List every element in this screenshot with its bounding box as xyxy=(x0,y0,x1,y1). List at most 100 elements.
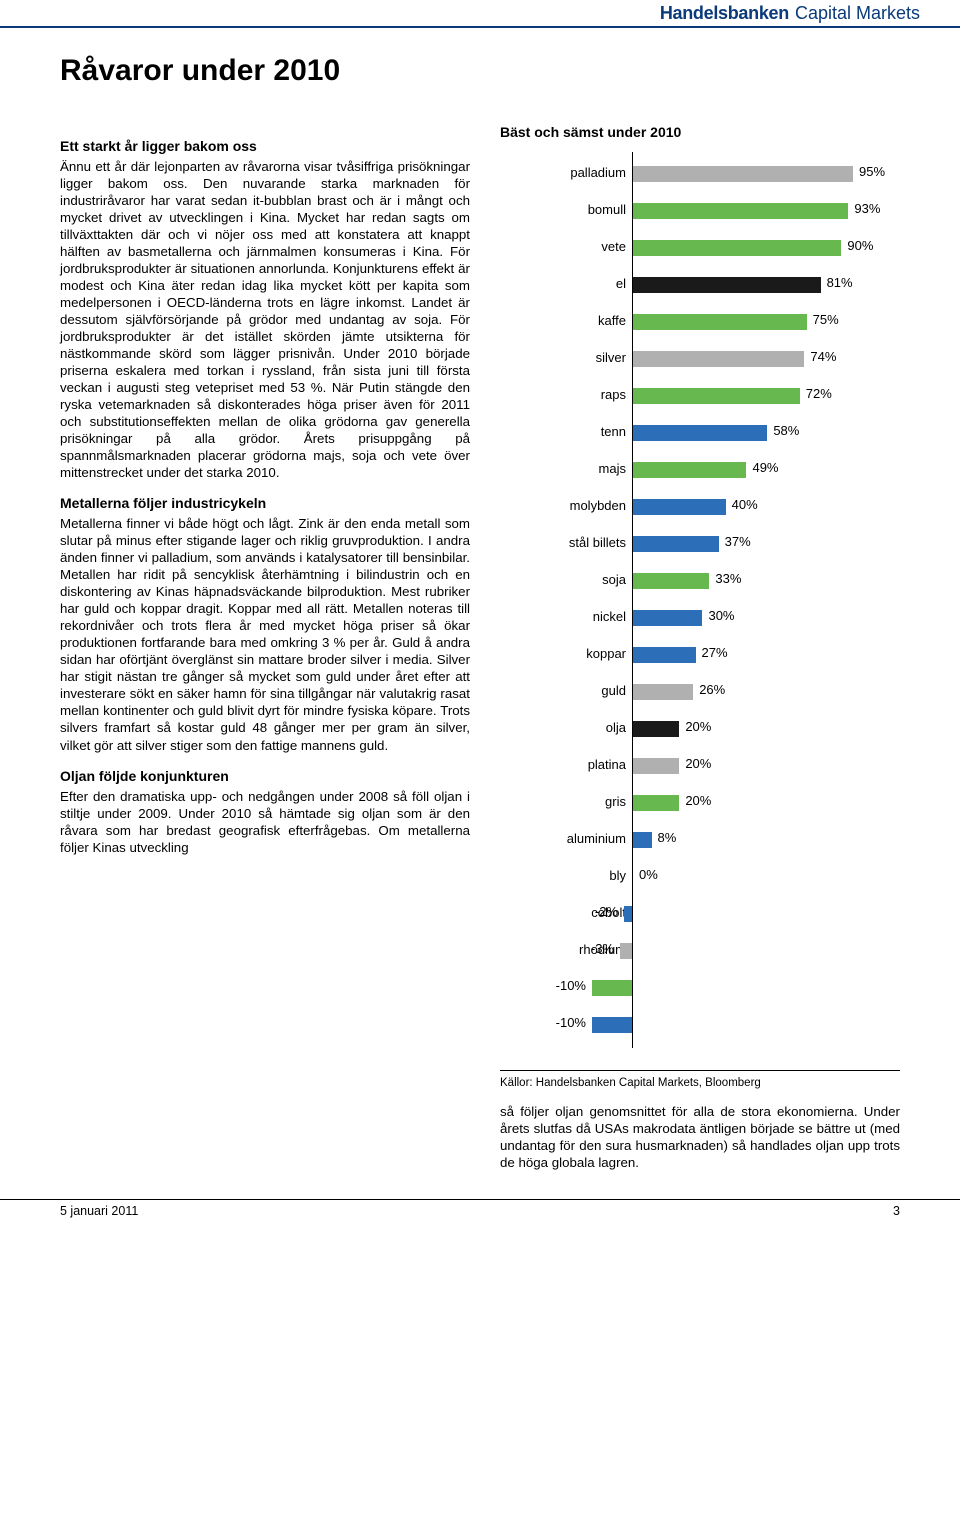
chart-row: silver74% xyxy=(500,341,900,378)
section-body-3: Efter den dramatiska upp- och nedgången … xyxy=(60,788,470,856)
chart-category-label: palladium xyxy=(500,165,626,180)
chart-source: Källor: Handelsbanken Capital Markets, B… xyxy=(500,1077,900,1089)
chart-row: cobolt-2% xyxy=(500,896,900,933)
chart-value-label: 26% xyxy=(699,682,725,697)
chart-row: bly0% xyxy=(500,859,900,896)
chart-row: el81% xyxy=(500,267,900,304)
chart-category-label: guld xyxy=(500,683,626,698)
chart-bar xyxy=(633,536,719,552)
chart-bar xyxy=(633,795,679,811)
chart-bar xyxy=(633,684,693,700)
chart-value-label: 20% xyxy=(685,719,711,734)
chart-row: rhodium-3% xyxy=(500,933,900,970)
chart-value-label: 72% xyxy=(806,386,832,401)
section-body-1: Ännu ett år där lejonparten av råvarorna… xyxy=(60,158,470,481)
chart-value-label: 75% xyxy=(813,312,839,327)
chart-bar xyxy=(633,462,746,478)
chart-row: nickel 30% xyxy=(500,600,900,637)
brand-sub: Capital Markets xyxy=(795,3,920,24)
chart-bar xyxy=(633,388,800,404)
chart-row: raps 72% xyxy=(500,378,900,415)
chart-value-label: -3% xyxy=(591,941,614,956)
section-body-2: Metallerna finner vi både högt och lågt.… xyxy=(60,515,470,753)
chart-bar xyxy=(633,277,821,293)
chart-row: guld 26% xyxy=(500,674,900,711)
chart-bar xyxy=(633,314,807,330)
chart-bar xyxy=(624,906,632,922)
chart-bar xyxy=(633,203,848,219)
chart-row: kaffe 75% xyxy=(500,304,900,341)
chart-value-label: 90% xyxy=(847,238,873,253)
chart-row: tenn 58% xyxy=(500,415,900,452)
chart-category-label: vete xyxy=(500,239,626,254)
chart-row: platina 20% xyxy=(500,748,900,785)
chart-row: palladium95% xyxy=(500,156,900,193)
chart-value-label: 27% xyxy=(702,645,728,660)
chart-category-label: bomull xyxy=(500,202,626,217)
chart-bar xyxy=(633,240,841,256)
chart-row: stål billets 37% xyxy=(500,526,900,563)
brand: Handelsbanken Capital Markets xyxy=(660,3,920,24)
chart-divider xyxy=(500,1070,900,1071)
section-heading-1: Ett starkt år ligger bakom oss xyxy=(60,138,470,154)
brand-main: Handelsbanken xyxy=(660,3,789,24)
chart-bar xyxy=(633,425,767,441)
chart-value-label: 30% xyxy=(708,608,734,623)
chart-category-label: tenn xyxy=(500,424,626,439)
chart-row: molybden 40% xyxy=(500,489,900,526)
section-heading-3: Oljan följde konjunkturen xyxy=(60,768,470,784)
chart-value-label: 37% xyxy=(725,534,751,549)
chart-value-label: 40% xyxy=(732,497,758,512)
right-column: Bäst och sämst under 2010 palladium95%bo… xyxy=(500,124,900,1171)
chart-row: koppar 27% xyxy=(500,637,900,674)
chart-bar xyxy=(633,166,853,182)
chart-value-label: 20% xyxy=(685,756,711,771)
chart-bar xyxy=(633,610,702,626)
page-footer: 5 januari 2011 3 xyxy=(0,1199,960,1232)
chart-value-label: -2% xyxy=(595,904,618,919)
chart-row: bomull 93% xyxy=(500,193,900,230)
chart-bar xyxy=(633,499,726,515)
chart-value-label: 33% xyxy=(715,571,741,586)
section-heading-2: Metallerna följer industricykeln xyxy=(60,495,470,511)
chart-bar xyxy=(633,351,804,367)
chart-rows: palladium95% bomull 93% vete 90% el81% kaffe 75… xyxy=(500,156,900,1044)
chart-bar xyxy=(592,980,632,996)
chart-category-label: koppar xyxy=(500,646,626,661)
chart-category-label: nickel xyxy=(500,609,626,624)
chart-value-label: 58% xyxy=(773,423,799,438)
chart-row: vete 90% xyxy=(500,230,900,267)
chart-value-label: 20% xyxy=(685,793,711,808)
performance-bar-chart: palladium95% bomull 93% vete 90% el81% kaffe 75… xyxy=(500,148,900,1052)
header-bar: Handelsbanken Capital Markets xyxy=(0,0,960,28)
left-column: Ett starkt år ligger bakom oss Ännu ett … xyxy=(60,124,470,1171)
chart-row: soja 33% xyxy=(500,563,900,600)
chart-category-label: el xyxy=(500,276,626,291)
chart-row: majs49% xyxy=(500,452,900,489)
chart-bar xyxy=(633,758,679,774)
chart-title: Bäst och sämst under 2010 xyxy=(500,124,900,140)
chart-row: zink-10% xyxy=(500,1007,900,1044)
chart-value-label: -10% xyxy=(556,1015,586,1030)
chart-row: olja 20% xyxy=(500,711,900,748)
footer-date: 5 januari 2011 xyxy=(60,1204,138,1218)
chart-value-label: 93% xyxy=(854,201,880,216)
chart-bar xyxy=(592,1017,632,1033)
chart-category-label: gris xyxy=(500,794,626,809)
chart-bar xyxy=(633,721,679,737)
chart-category-label: platina xyxy=(500,757,626,772)
chart-category-label: majs xyxy=(500,461,626,476)
chart-row: gris 20% xyxy=(500,785,900,822)
chart-category-label: raps xyxy=(500,387,626,402)
right-tail-paragraph: så följer oljan genomsnittet för alla de… xyxy=(500,1103,900,1171)
two-column-layout: Ett starkt år ligger bakom oss Ännu ett … xyxy=(60,124,900,1171)
chart-category-label: olja xyxy=(500,720,626,735)
chart-category-label: kaffe xyxy=(500,313,626,328)
chart-category-label: stål billets xyxy=(500,535,626,550)
chart-category-label: soja xyxy=(500,572,626,587)
chart-value-label: 0% xyxy=(639,867,658,882)
chart-row: ris-10% xyxy=(500,970,900,1007)
chart-category-label: molybden xyxy=(500,498,626,513)
chart-row: aluminium8% xyxy=(500,822,900,859)
chart-bar xyxy=(633,832,652,848)
